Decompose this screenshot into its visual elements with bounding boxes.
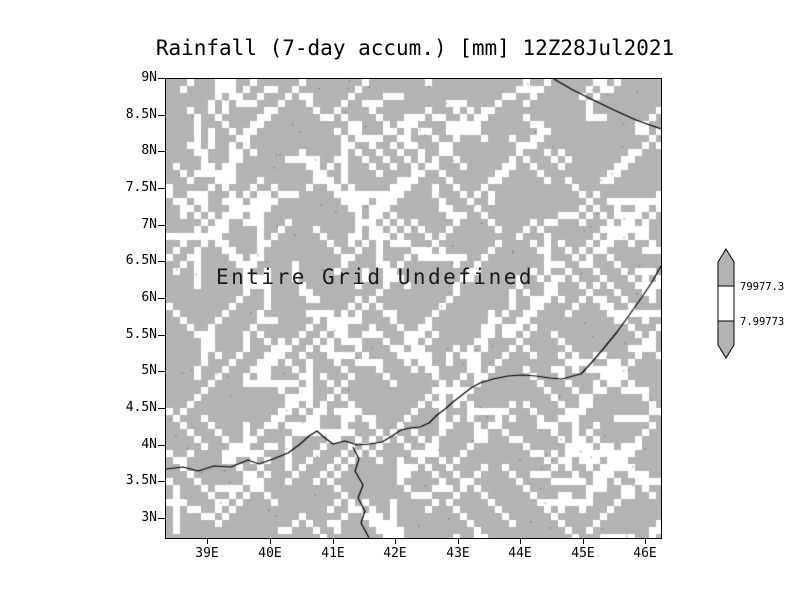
- y-axis-tick: [158, 335, 165, 336]
- plot-title: Rainfall (7-day accum.) [mm] 12Z28Jul202…: [155, 36, 675, 60]
- y-tick-label: 9N: [141, 70, 157, 85]
- colorbar-bottom-arrow: [717, 320, 735, 359]
- x-axis-tick: [207, 538, 208, 544]
- x-axis-tick: [333, 538, 334, 544]
- x-axis-tick: [520, 538, 521, 544]
- y-tick-label: 8.5N: [125, 107, 157, 122]
- y-axis-tick: [158, 188, 165, 189]
- x-tick-label: 39E: [195, 546, 219, 561]
- colorbar-label-high: 79977.3: [740, 281, 784, 293]
- y-axis-tick: [158, 151, 165, 152]
- y-axis-tick: [158, 371, 165, 372]
- y-tick-label: 8N: [141, 143, 157, 158]
- y-tick-label: 3.5N: [125, 473, 157, 488]
- y-axis-tick: [158, 518, 165, 519]
- y-axis-tick: [158, 481, 165, 482]
- y-tick-label: 5.5N: [125, 327, 157, 342]
- y-tick-label: 5N: [141, 363, 157, 378]
- x-tick-label: 41E: [321, 546, 345, 561]
- map-canvas: [166, 79, 661, 538]
- colorbar-mid-segment: [717, 285, 735, 322]
- y-axis-tick: [158, 445, 165, 446]
- x-tick-label: 45E: [571, 546, 595, 561]
- x-tick-label: 44E: [508, 546, 532, 561]
- x-axis-tick: [395, 538, 396, 544]
- x-tick-label: 46E: [633, 546, 657, 561]
- y-tick-label: 6N: [141, 290, 157, 305]
- x-axis-tick: [270, 538, 271, 544]
- y-axis-tick: [158, 408, 165, 409]
- x-tick-label: 43E: [446, 546, 470, 561]
- colorbar-label-low: 7.99773: [740, 316, 784, 328]
- y-tick-label: 4N: [141, 437, 157, 452]
- plot-area: Entire Grid Undefined: [165, 78, 662, 539]
- undefined-grid-message: Entire Grid Undefined: [216, 265, 535, 289]
- y-axis-tick: [158, 115, 165, 116]
- x-axis-tick: [645, 538, 646, 544]
- y-axis-tick: [158, 261, 165, 262]
- colorbar-top-arrow: [717, 248, 735, 287]
- x-tick-label: 42E: [383, 546, 407, 561]
- colorbar: 79977.3 7.99773: [717, 248, 784, 359]
- y-tick-label: 7N: [141, 217, 157, 232]
- y-axis-tick: [158, 225, 165, 226]
- x-axis-tick: [583, 538, 584, 544]
- y-axis-tick: [158, 298, 165, 299]
- y-tick-label: 7.5N: [125, 180, 157, 195]
- x-tick-label: 40E: [258, 546, 282, 561]
- y-axis-tick: [158, 78, 165, 79]
- y-tick-label: 3N: [141, 510, 157, 525]
- x-axis-tick: [458, 538, 459, 544]
- y-tick-label: 4.5N: [125, 400, 157, 415]
- y-tick-label: 6.5N: [125, 253, 157, 268]
